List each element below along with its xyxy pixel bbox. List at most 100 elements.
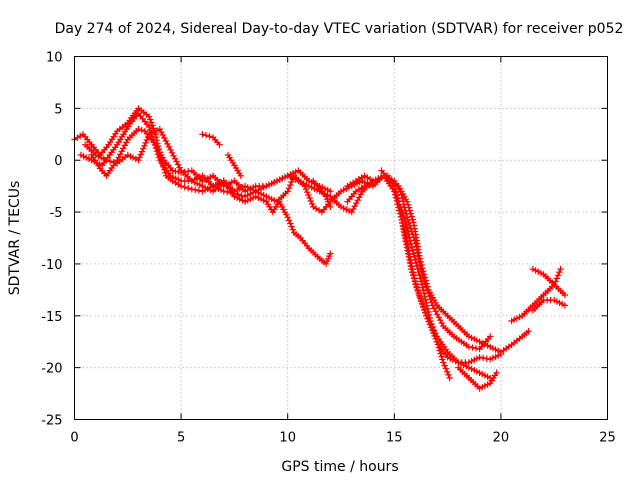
series-track-11 (529, 297, 569, 314)
series-track-10 (529, 265, 569, 299)
data-point-plus (161, 134, 168, 142)
data-point-plus (411, 253, 418, 260)
data-point-plus (417, 275, 424, 282)
data-point-plus (554, 272, 562, 279)
data-point-plus (149, 122, 156, 129)
data-point-plus (140, 145, 147, 152)
data-point-plus (392, 189, 400, 196)
data-point-plus (159, 131, 166, 139)
data-point-plus (175, 168, 182, 176)
data-point-plus (284, 214, 291, 221)
data-point-plus (410, 271, 417, 279)
data-point-plus (435, 344, 442, 351)
data-point-plus (405, 204, 413, 211)
y-tick-label: -20 (41, 362, 62, 377)
data-point-plus (403, 198, 411, 205)
data-point-plus (142, 139, 149, 147)
data-point-plus (206, 133, 213, 140)
data-point-plus (552, 278, 559, 285)
data-point-plus (304, 188, 311, 196)
data-point-plus (430, 326, 437, 334)
data-point-plus (115, 154, 122, 161)
data-point-plus (438, 320, 445, 327)
data-point-plus (398, 206, 405, 213)
data-point-plus (164, 140, 171, 148)
data-point-plus (412, 280, 420, 288)
data-point-plus (424, 283, 431, 290)
data-point-plus (397, 203, 404, 211)
data-point-plus (117, 151, 124, 158)
data-point-plus (288, 178, 295, 186)
data-point-plus (327, 203, 334, 211)
data-point-plus (305, 191, 312, 199)
data-point-plus (404, 201, 412, 208)
data-point-plus (413, 283, 420, 291)
data-point-plus (419, 284, 426, 291)
data-point-plus (413, 262, 421, 270)
series-track-15 (344, 182, 368, 205)
data-point-plus (199, 131, 206, 138)
data-point-plus (238, 192, 245, 199)
data-point-plus (423, 302, 431, 309)
series-track-4 (88, 125, 334, 195)
data-point-plus (421, 293, 429, 300)
data-point-plus (428, 320, 435, 328)
data-point-plus (406, 207, 413, 214)
data-point-plus (420, 268, 427, 275)
data-point-plus (168, 149, 176, 156)
data-point-plus (172, 168, 179, 175)
data-point-plus (165, 143, 173, 151)
data-point-plus (176, 164, 183, 171)
data-point-plus (393, 192, 401, 199)
data-point-plus (394, 195, 401, 202)
y-tick-label: -10 (41, 258, 62, 273)
data-point-plus (285, 185, 293, 192)
data-point-plus (429, 323, 436, 331)
data-point-plus (431, 329, 438, 336)
data-point-plus (422, 296, 429, 303)
y-axis-label: SDTVAR / TECUs (7, 181, 23, 296)
data-point-plus (224, 188, 231, 196)
data-point-plus (435, 314, 442, 321)
data-point-plus (138, 126, 145, 134)
data-point-plus (123, 139, 130, 146)
x-tick-label: 10 (279, 431, 296, 446)
data-point-plus (420, 290, 428, 297)
data-point-plus (354, 197, 361, 204)
data-point-plus (171, 155, 179, 162)
series-track-12 (199, 131, 223, 148)
series-track-7 (397, 203, 453, 382)
data-point-plus (409, 247, 416, 254)
data-point-plus (401, 215, 408, 222)
series-track-14 (310, 177, 334, 211)
data-point-plus (118, 148, 125, 155)
data-point-plus (285, 217, 293, 224)
data-point-plus (408, 265, 415, 273)
data-point-plus (416, 255, 424, 262)
data-point-plus (525, 328, 532, 335)
series-track-8 (455, 364, 500, 392)
series-trace (73, 107, 492, 379)
data-point-plus (432, 335, 440, 342)
y-tick-label: -15 (41, 310, 62, 325)
data-point-plus (431, 332, 439, 339)
data-point-plus (425, 311, 433, 319)
data-point-plus (406, 234, 413, 241)
data-point-plus (106, 158, 114, 165)
data-point-plus (174, 161, 182, 168)
plot-frame (74, 56, 608, 420)
data-point-plus (469, 344, 476, 351)
data-point-plus (414, 265, 421, 273)
data-point-plus (170, 152, 177, 159)
data-point-plus (553, 275, 560, 282)
data-point-plus (392, 186, 399, 193)
data-point-plus (350, 205, 357, 213)
data-point-plus (308, 200, 316, 208)
data-point-plus (177, 169, 185, 176)
series-track-1 (71, 105, 494, 382)
data-point-plus (476, 354, 483, 361)
data-point-plus (169, 167, 176, 174)
data-point-plus (351, 202, 358, 210)
data-point-plus (465, 343, 473, 351)
